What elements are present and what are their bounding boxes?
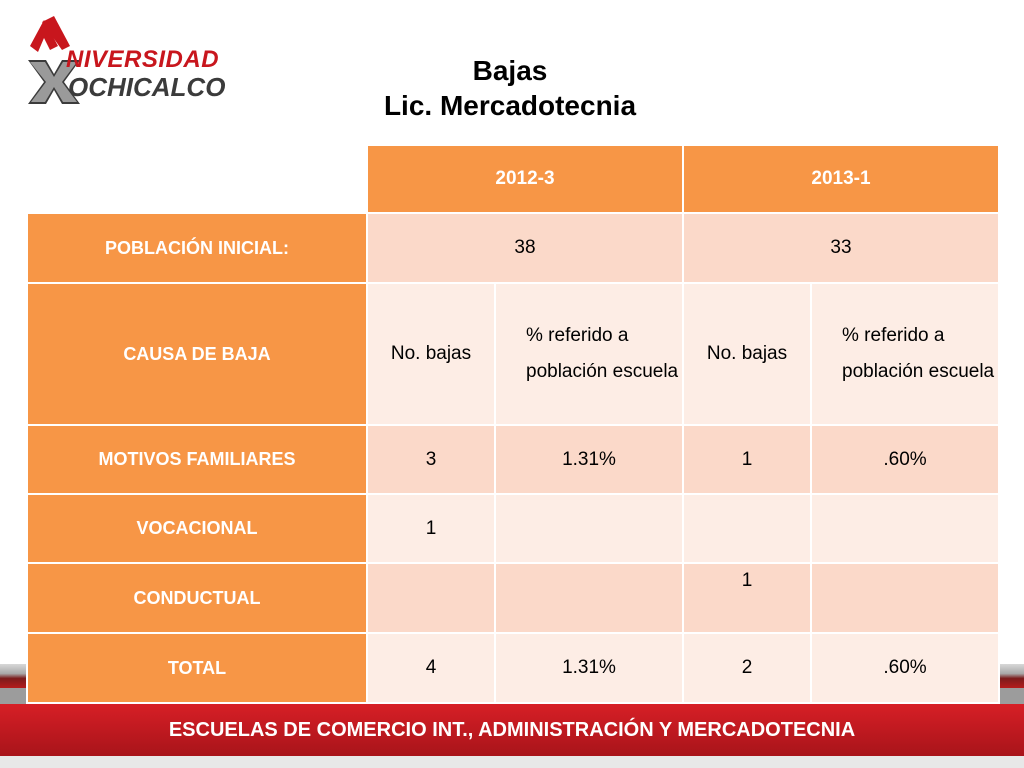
poblacion-label: POBLACIÓN INICIAL: [26, 212, 368, 284]
subheader-no-bajas: No. bajas [366, 282, 496, 426]
table-cell: 4 [366, 632, 496, 704]
title-line-1: Bajas [472, 55, 548, 86]
row-label: MOTIVOS FAMILIARES [26, 424, 368, 495]
row-label: CONDUCTUAL [26, 562, 368, 634]
table-cell: 1 [682, 424, 812, 495]
subheader-percent: % referido a población escuela [494, 282, 684, 426]
table-cell [682, 493, 812, 564]
empty-corner-cell [26, 144, 368, 214]
bajas-table: 2012-3 2013-1 POBLACIÓN INICIAL: 38 33 C… [26, 144, 1000, 704]
university-logo: NIVERSIDAD OCHICALCO [24, 16, 286, 104]
row-label: VOCACIONAL [26, 493, 368, 564]
table-cell [366, 562, 496, 634]
logo-line-2: OCHICALCO [68, 72, 226, 102]
table-row: 2012-3 2013-1 [26, 144, 1000, 214]
subheader-percent: % referido a población escuela [810, 282, 1000, 426]
table-cell: 1 [366, 493, 496, 564]
title-line-2: Lic. Mercadotecnia [383, 90, 637, 121]
table-cell [810, 562, 1000, 634]
footer-banner: ESCUELAS DE COMERCIO INT., ADMINISTRACIÓ… [0, 704, 1024, 756]
table-cell: 1.31% [494, 632, 684, 704]
footer-bottom-strip [0, 756, 1024, 768]
table-cell: 1.31% [494, 424, 684, 495]
period-header-2012-3: 2012-3 [366, 144, 684, 214]
table-cell: 2 [682, 632, 812, 704]
table-cell [494, 562, 684, 634]
table-row: VOCACIONAL 1 [26, 493, 1000, 564]
table-cell [810, 493, 1000, 564]
period-header-2013-1: 2013-1 [682, 144, 1000, 214]
table-row: POBLACIÓN INICIAL: 38 33 [26, 212, 1000, 284]
table-cell: .60% [810, 632, 1000, 704]
table-row: MOTIVOS FAMILIARES 3 1.31% 1 .60% [26, 424, 1000, 495]
table-cell [494, 493, 684, 564]
causa-label: CAUSA DE BAJA [26, 282, 368, 426]
poblacion-value-2013-1: 33 [682, 212, 1000, 284]
table-row: CAUSA DE BAJA No. bajas % referido a pob… [26, 282, 1000, 426]
table-cell: 3 [366, 424, 496, 495]
logo-emblem-icon [28, 16, 80, 104]
page-title: Bajas Lic. Mercadotecnia [300, 54, 720, 124]
subheader-no-bajas: No. bajas [682, 282, 812, 426]
logo-line-1: NIVERSIDAD [66, 46, 220, 73]
table-row: TOTAL 4 1.31% 2 .60% [26, 632, 1000, 704]
table-row: CONDUCTUAL 1 [26, 562, 1000, 634]
table-cell: 1 [682, 562, 812, 634]
table-cell: .60% [810, 424, 1000, 495]
poblacion-value-2012-3: 38 [366, 212, 684, 284]
row-label: TOTAL [26, 632, 368, 704]
